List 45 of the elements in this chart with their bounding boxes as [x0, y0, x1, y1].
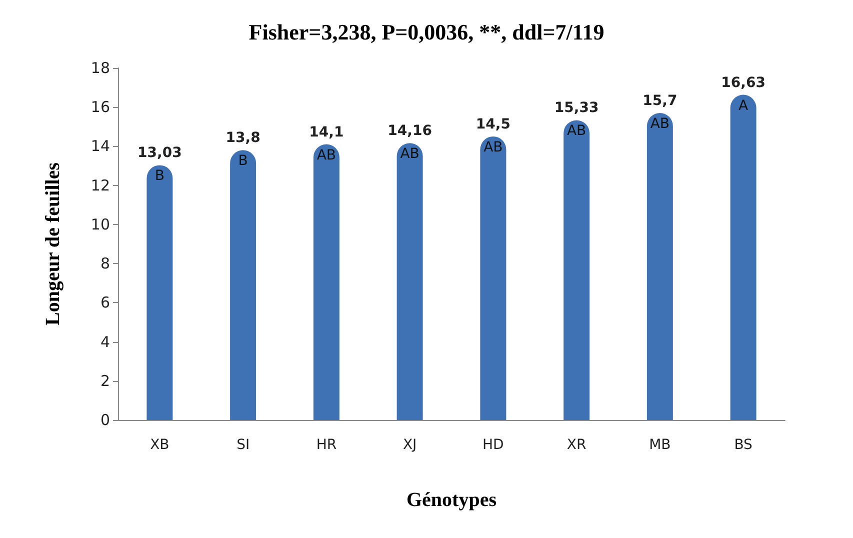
bar [230, 150, 256, 420]
bar [564, 120, 590, 420]
annotation: A [738, 98, 749, 114]
data-label: 14,16 [388, 123, 432, 140]
x-tick-label: SI [236, 437, 250, 453]
y-tick-label: 0 [100, 411, 110, 429]
annotation: AB [650, 116, 670, 132]
x-tick-label: BS [734, 437, 753, 453]
y-tick-label: 8 [100, 254, 110, 273]
annotation: AB [400, 146, 420, 162]
bar [480, 136, 506, 420]
y-tick-label: 4 [100, 332, 110, 351]
annotation: B [238, 153, 248, 170]
annotation: B [154, 168, 164, 184]
y-axis-title: Longeur de feuilles [42, 162, 64, 326]
y-tick-label: 10 [90, 215, 110, 234]
chart-title: Fisher=3,238, P=0,0036, **, ddl=7/119 [248, 20, 604, 44]
data-label: 13,03 [138, 145, 182, 162]
annotation: AB [316, 147, 336, 164]
y-tick-label: 16 [90, 98, 110, 116]
x-tick-label: HD [482, 437, 504, 453]
bar [730, 94, 756, 420]
x-tick-label: XJ [402, 437, 417, 453]
y-tick-label: 18 [90, 59, 110, 77]
bar [146, 165, 173, 420]
data-label: 16,63 [721, 74, 766, 91]
x-tick-label: MB [649, 437, 671, 453]
data-label: 13,8 [226, 130, 260, 146]
bar [646, 112, 673, 420]
y-tick-label: 12 [90, 176, 110, 194]
annotation: AB [484, 139, 503, 156]
y-tick-label: 2 [100, 372, 110, 390]
data-label: 14,1 [309, 124, 344, 140]
bar [396, 143, 423, 420]
data-label: 15,7 [642, 92, 678, 109]
annotation: AB [566, 123, 586, 140]
data-label: 14,5 [476, 116, 510, 132]
x-tick-label: XB [150, 437, 170, 453]
bar [313, 144, 340, 420]
x-tick-label: HR [316, 437, 337, 453]
data-label: 15,33 [554, 100, 599, 116]
y-tick-label: 6 [100, 294, 110, 312]
y-tick-label: 14 [90, 137, 110, 156]
x-tick-label: XR [566, 437, 586, 453]
x-axis-title: Génotypes [406, 489, 497, 511]
